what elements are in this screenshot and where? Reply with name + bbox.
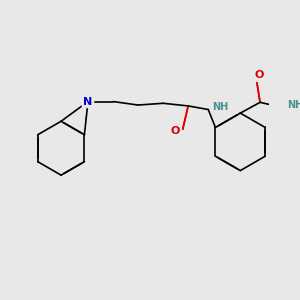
Text: N: N: [83, 97, 93, 106]
Text: O: O: [254, 70, 264, 80]
Text: O: O: [171, 126, 180, 136]
Text: NH: NH: [212, 102, 228, 112]
Text: NH: NH: [287, 100, 300, 110]
